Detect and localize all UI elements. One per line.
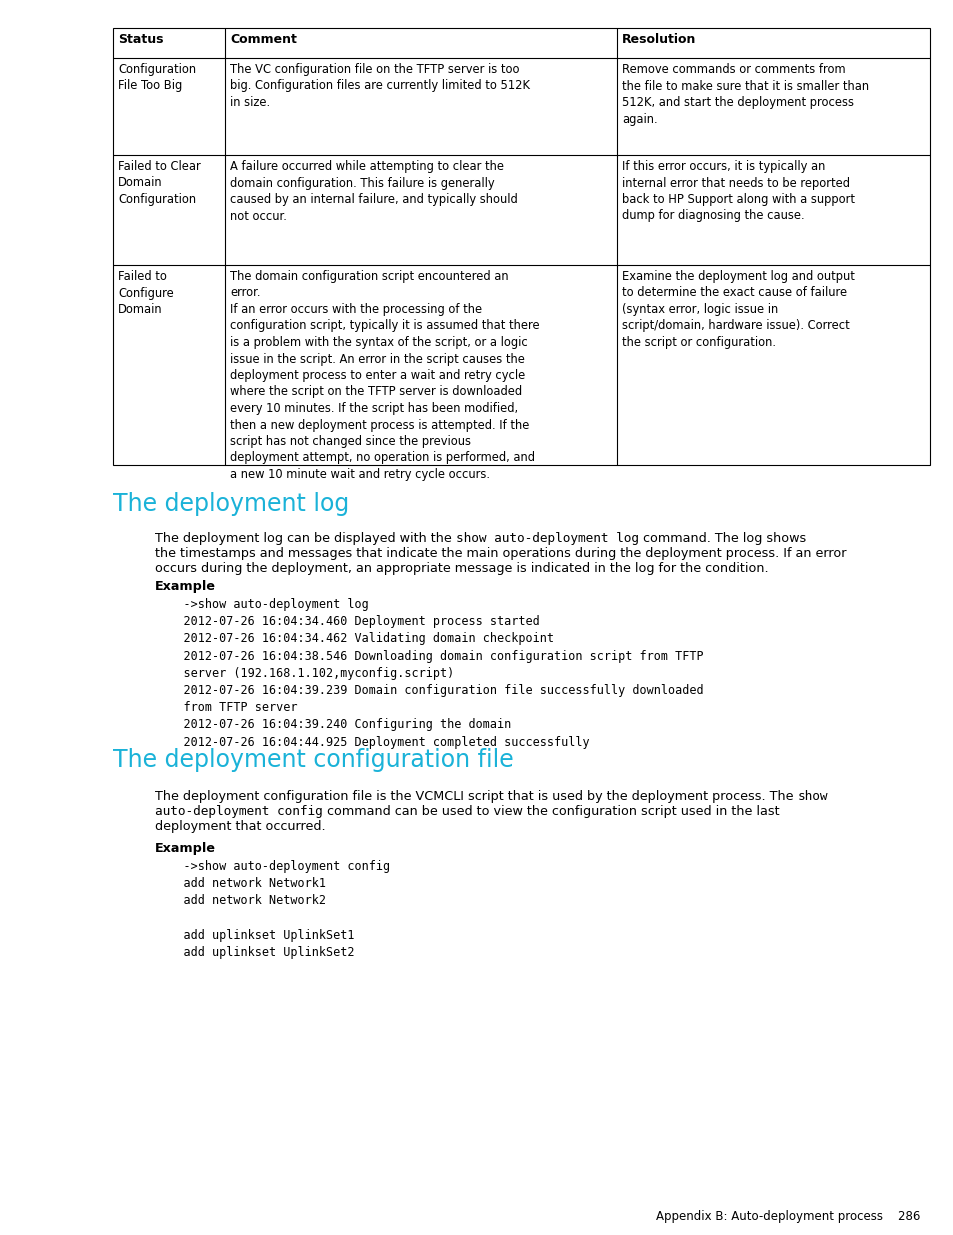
Text: auto-deployment config: auto-deployment config — [154, 805, 322, 818]
Text: The deployment log can be displayed with the: The deployment log can be displayed with… — [154, 532, 456, 545]
Text: If this error occurs, it is typically an
internal error that needs to be reporte: If this error occurs, it is typically an… — [621, 161, 854, 222]
Text: Failed to Clear
Domain
Configuration: Failed to Clear Domain Configuration — [118, 161, 200, 206]
Text: Appendix B: Auto-deployment process    286: Appendix B: Auto-deployment process 286 — [655, 1210, 919, 1223]
Text: the timestamps and messages that indicate the main operations during the deploym: the timestamps and messages that indicat… — [154, 547, 845, 559]
Text: ->show auto-deployment config
    add network Network1
    add network Network2
: ->show auto-deployment config add networ… — [154, 860, 390, 960]
Text: command can be used to view the configuration script used in the last: command can be used to view the configur… — [322, 805, 779, 818]
Bar — [112, 28, 929, 466]
Text: The deployment configuration file is the VCMCLI script that is used by the deplo: The deployment configuration file is the… — [154, 790, 797, 803]
Text: Resolution: Resolution — [621, 33, 696, 46]
Text: Status: Status — [118, 33, 163, 46]
Text: Remove commands or comments from
the file to make sure that it is smaller than
5: Remove commands or comments from the fil… — [621, 63, 868, 126]
Text: deployment that occurred.: deployment that occurred. — [154, 820, 325, 832]
Text: show auto-deployment log: show auto-deployment log — [456, 532, 639, 545]
Text: command. The log shows: command. The log shows — [639, 532, 805, 545]
Text: Comment: Comment — [230, 33, 296, 46]
Text: Example: Example — [154, 580, 215, 593]
Text: Configuration
File Too Big: Configuration File Too Big — [118, 63, 196, 93]
Text: Examine the deployment log and output
to determine the exact cause of failure
(s: Examine the deployment log and output to… — [621, 270, 854, 350]
Text: occurs during the deployment, an appropriate message is indicated in the log for: occurs during the deployment, an appropr… — [154, 562, 768, 576]
Text: ->show auto-deployment log
    2012-07-26 16:04:34.460 Deployment process starte: ->show auto-deployment log 2012-07-26 16… — [154, 598, 703, 748]
Text: Failed to
Configure
Domain: Failed to Configure Domain — [118, 270, 173, 316]
Text: The domain configuration script encountered an
error.
If an error occurs with th: The domain configuration script encounte… — [230, 270, 539, 480]
Text: The VC configuration file on the TFTP server is too
big. Configuration files are: The VC configuration file on the TFTP se… — [230, 63, 530, 109]
Text: The deployment configuration file: The deployment configuration file — [112, 748, 514, 772]
Text: Example: Example — [154, 842, 215, 855]
Text: show: show — [797, 790, 827, 803]
Text: The deployment log: The deployment log — [112, 492, 349, 516]
Text: A failure occurred while attempting to clear the
domain configuration. This fail: A failure occurred while attempting to c… — [230, 161, 517, 222]
